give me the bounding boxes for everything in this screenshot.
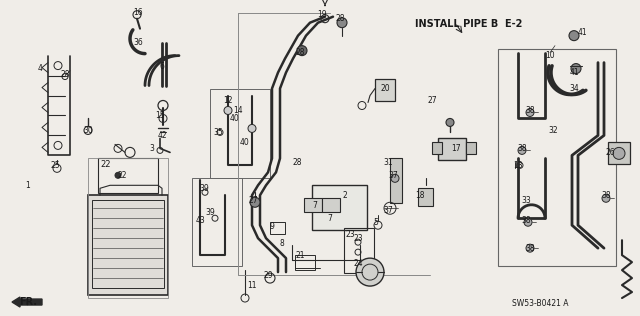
Text: 32: 32: [548, 126, 558, 135]
Text: 37: 37: [388, 171, 398, 180]
Text: 4: 4: [38, 64, 42, 73]
Text: 28: 28: [335, 14, 345, 23]
Text: 6: 6: [159, 62, 164, 71]
Text: 12: 12: [223, 96, 233, 105]
Text: INSTALL PIPE B  E-2: INSTALL PIPE B E-2: [415, 19, 522, 29]
Text: 23: 23: [345, 230, 355, 239]
Text: 41: 41: [577, 28, 587, 37]
Circle shape: [526, 108, 534, 117]
Bar: [98, 158, 158, 193]
Text: 27: 27: [427, 96, 437, 105]
Circle shape: [248, 125, 256, 132]
Text: 3: 3: [150, 144, 154, 153]
Text: 26: 26: [605, 148, 615, 157]
Text: 16: 16: [133, 8, 143, 17]
Text: 18: 18: [415, 191, 425, 200]
Text: 7: 7: [312, 201, 317, 210]
Text: 37: 37: [383, 206, 393, 215]
Text: SW53-B0421 A: SW53-B0421 A: [512, 299, 568, 308]
Text: 22: 22: [117, 171, 127, 180]
Bar: [438, 138, 466, 160]
Text: 35: 35: [213, 128, 223, 137]
Text: 38: 38: [601, 191, 611, 200]
Text: 40: 40: [229, 114, 239, 123]
Bar: [344, 228, 374, 273]
Text: 21: 21: [295, 251, 305, 260]
Text: 20: 20: [380, 84, 390, 93]
Circle shape: [297, 46, 307, 56]
Text: 8: 8: [280, 239, 284, 248]
Text: 5: 5: [374, 218, 378, 227]
Text: 24: 24: [353, 258, 363, 268]
Text: 11: 11: [247, 281, 257, 289]
Text: 23: 23: [353, 234, 363, 243]
Bar: [88, 195, 168, 295]
Text: 14: 14: [233, 106, 243, 115]
Text: 19: 19: [317, 10, 327, 19]
Text: 40: 40: [240, 138, 250, 147]
Circle shape: [446, 118, 454, 126]
FancyArrow shape: [12, 297, 42, 307]
Circle shape: [571, 64, 581, 74]
Bar: [375, 79, 395, 100]
Text: 42: 42: [157, 131, 167, 140]
Text: 38: 38: [525, 106, 535, 115]
Circle shape: [250, 197, 260, 207]
Bar: [295, 255, 315, 270]
Text: 30: 30: [83, 126, 93, 135]
Text: 10: 10: [545, 51, 555, 60]
Circle shape: [115, 172, 121, 178]
Text: 29: 29: [263, 270, 273, 280]
Circle shape: [391, 174, 399, 182]
Circle shape: [224, 106, 232, 114]
Bar: [304, 198, 322, 212]
Text: 34: 34: [569, 84, 579, 93]
Text: 28: 28: [60, 70, 70, 79]
Text: 9: 9: [269, 222, 275, 231]
Circle shape: [518, 146, 526, 155]
Bar: [88, 158, 168, 298]
Bar: [466, 143, 476, 155]
Circle shape: [356, 258, 384, 286]
Bar: [390, 158, 402, 203]
Text: 28: 28: [295, 48, 305, 57]
Text: FR.: FR.: [19, 297, 37, 307]
Bar: [210, 88, 270, 178]
Text: 33: 33: [521, 196, 531, 205]
Text: 28: 28: [292, 158, 301, 167]
Text: 25: 25: [50, 161, 60, 170]
Text: 1: 1: [26, 181, 30, 190]
Text: 22: 22: [100, 160, 111, 169]
Text: 13: 13: [513, 161, 523, 170]
Text: 39: 39: [199, 184, 209, 193]
Bar: [608, 143, 630, 164]
Circle shape: [524, 218, 532, 226]
Text: 39: 39: [205, 208, 215, 217]
Text: 15: 15: [155, 111, 165, 120]
Text: 43: 43: [195, 216, 205, 225]
Bar: [270, 222, 285, 234]
Bar: [498, 49, 616, 266]
Circle shape: [569, 31, 579, 41]
Bar: [432, 143, 442, 155]
Bar: [92, 200, 164, 288]
Text: 2: 2: [342, 191, 348, 200]
Circle shape: [337, 18, 347, 28]
Text: 41: 41: [569, 68, 579, 77]
Bar: [192, 178, 242, 266]
Circle shape: [613, 147, 625, 159]
Text: 38: 38: [521, 216, 531, 225]
Text: 38: 38: [517, 144, 527, 153]
Text: 36: 36: [133, 38, 143, 47]
Circle shape: [526, 244, 534, 252]
Text: 27: 27: [248, 196, 258, 205]
Text: 17: 17: [451, 144, 461, 153]
Text: 38: 38: [525, 244, 535, 253]
Bar: [322, 198, 340, 212]
Bar: [418, 188, 433, 206]
Circle shape: [602, 194, 610, 202]
Bar: [312, 185, 367, 230]
Text: 7: 7: [328, 214, 332, 223]
Text: 31: 31: [383, 158, 393, 167]
